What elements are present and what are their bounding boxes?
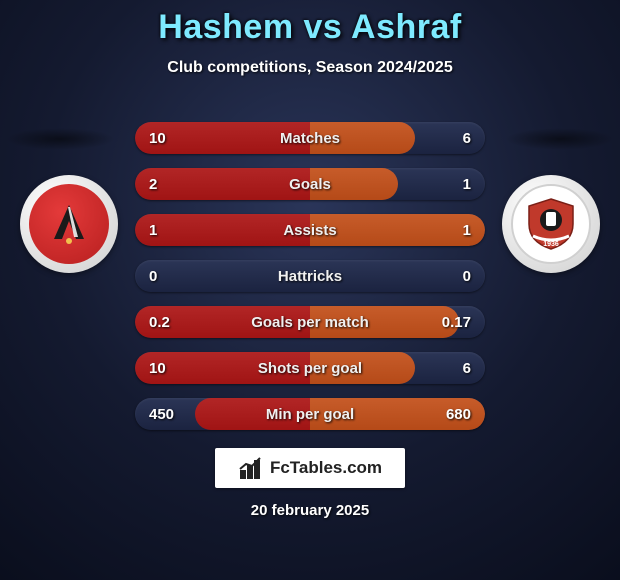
stat-value-right: 680 bbox=[446, 398, 471, 430]
stat-row: 2 1 Goals bbox=[135, 168, 485, 200]
competition-subtitle: Club competitions, Season 2024/2025 bbox=[0, 59, 620, 77]
stat-label: Min per goal bbox=[266, 406, 354, 423]
stat-label: Shots per goal bbox=[258, 360, 362, 377]
content-root: Hashem vs Ashraf Club competitions, Seas… bbox=[0, 0, 620, 580]
footer-date: 20 february 2025 bbox=[0, 502, 620, 519]
stat-value-left: 1 bbox=[149, 214, 157, 246]
stat-label: Goals per match bbox=[251, 314, 369, 331]
badge-year: 1936 bbox=[543, 241, 559, 248]
stat-label: Goals bbox=[289, 176, 331, 193]
stat-row: 1 1 Assists bbox=[135, 214, 485, 246]
brand-text: FcTables.com bbox=[270, 458, 382, 478]
stat-fill-right bbox=[310, 168, 485, 200]
stat-value-right: 6 bbox=[463, 352, 471, 384]
al-ahly-icon bbox=[29, 184, 109, 264]
stat-row: 0 0 Hattricks bbox=[135, 260, 485, 292]
stat-fill-left bbox=[135, 168, 310, 200]
player-right-name: Ashraf bbox=[351, 8, 462, 46]
stat-label: Hattricks bbox=[278, 268, 342, 285]
stat-value-right: 0.17 bbox=[442, 306, 471, 338]
club-badge-left bbox=[20, 175, 118, 273]
comparison-title: Hashem vs Ashraf bbox=[0, 0, 620, 47]
stat-value-right: 6 bbox=[463, 122, 471, 154]
stat-value-left: 0.2 bbox=[149, 306, 170, 338]
stat-value-left: 0 bbox=[149, 260, 157, 292]
badge-outer-circle: 1936 bbox=[502, 175, 600, 273]
shadow-ellipse-left bbox=[5, 128, 115, 150]
shadow-ellipse-right bbox=[505, 128, 615, 150]
stat-value-right: 1 bbox=[463, 214, 471, 246]
stat-value-right: 1 bbox=[463, 168, 471, 200]
chart-icon bbox=[238, 455, 264, 481]
stat-row: 0.2 0.17 Goals per match bbox=[135, 306, 485, 338]
stat-value-left: 10 bbox=[149, 122, 166, 154]
vs-separator: vs bbox=[304, 8, 343, 46]
stat-row: 450 680 Min per goal bbox=[135, 398, 485, 430]
badge-outer-circle bbox=[20, 175, 118, 273]
stat-label: Assists bbox=[283, 222, 336, 239]
ghazl-icon: 1936 bbox=[511, 184, 591, 264]
player-left-name: Hashem bbox=[158, 8, 293, 46]
stat-row: 10 6 Shots per goal bbox=[135, 352, 485, 384]
stats-container: 10 6 Matches 2 1 Goals 1 1 Assists 0 0 Hattricks 0.2… bbox=[135, 122, 485, 444]
stat-value-left: 10 bbox=[149, 352, 166, 384]
stat-label: Matches bbox=[280, 130, 340, 147]
club-badge-right: 1936 bbox=[502, 175, 600, 273]
fctables-brand: FcTables.com bbox=[215, 448, 405, 488]
stat-value-left: 450 bbox=[149, 398, 174, 430]
stat-value-right: 0 bbox=[463, 260, 471, 292]
stat-value-left: 2 bbox=[149, 168, 157, 200]
stat-row: 10 6 Matches bbox=[135, 122, 485, 154]
